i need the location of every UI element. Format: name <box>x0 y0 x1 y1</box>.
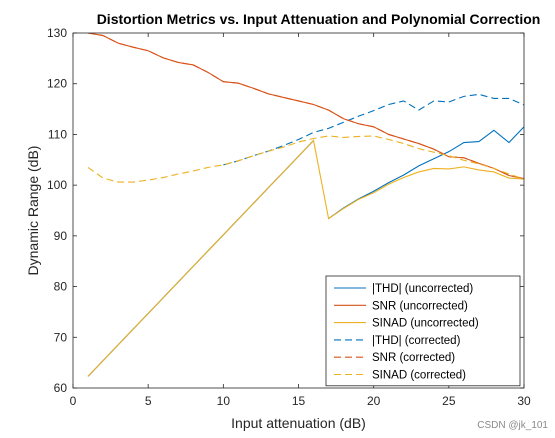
legend-entry-5: SNR (corrected) <box>372 352 455 364</box>
y-tick-label: 100 <box>47 178 67 192</box>
x-tick-label: 15 <box>292 394 306 408</box>
x-tick-label: 10 <box>217 394 231 408</box>
series-layer <box>87 33 524 377</box>
x-tick-label: 25 <box>442 394 456 408</box>
y-tick-label: 130 <box>47 26 67 40</box>
y-tick-label: 110 <box>48 127 67 141</box>
x-tick-label: 5 <box>145 394 152 408</box>
legend-entry-2: SNR (uncorrected) <box>372 300 468 312</box>
series-line-6 <box>87 135 524 183</box>
y-tick-label: 80 <box>54 280 68 294</box>
y-tick-label: 60 <box>54 381 68 395</box>
x-tick-label: 0 <box>70 394 77 408</box>
legend-entry-1: |THD| (uncorrected) <box>372 283 473 295</box>
y-axis-label: Dynamic Range (dB) <box>25 146 41 276</box>
legend-entry-6: SINAD (corrected) <box>372 370 466 382</box>
legend-entry-4: |THD| (corrected) <box>372 335 461 347</box>
y-tick-label: 70 <box>54 330 68 344</box>
chart-title: Distortion Metrics vs. Input Attenuation… <box>97 11 541 27</box>
x-axis-label: Input attenuation (dB) <box>231 415 366 431</box>
series-line-4 <box>223 93 524 166</box>
y-tick-label: 120 <box>47 77 67 91</box>
axes-layer: 0 5 10 15 20 25 30 60 70 80 90 100 110 120 130 <box>47 26 531 408</box>
y-tick-label: 90 <box>54 229 68 243</box>
x-tick-label: 30 <box>517 394 531 408</box>
legend-box <box>325 275 521 387</box>
legend: |THD| (uncorrected) SNR (uncorrected) SINA… <box>325 275 521 387</box>
watermark: CSDN @jk_101 <box>477 420 548 431</box>
series-line-3 <box>87 139 524 377</box>
x-tick-label: 20 <box>367 394 381 408</box>
legend-entry-3: SINAD (uncorrected) <box>372 318 479 330</box>
